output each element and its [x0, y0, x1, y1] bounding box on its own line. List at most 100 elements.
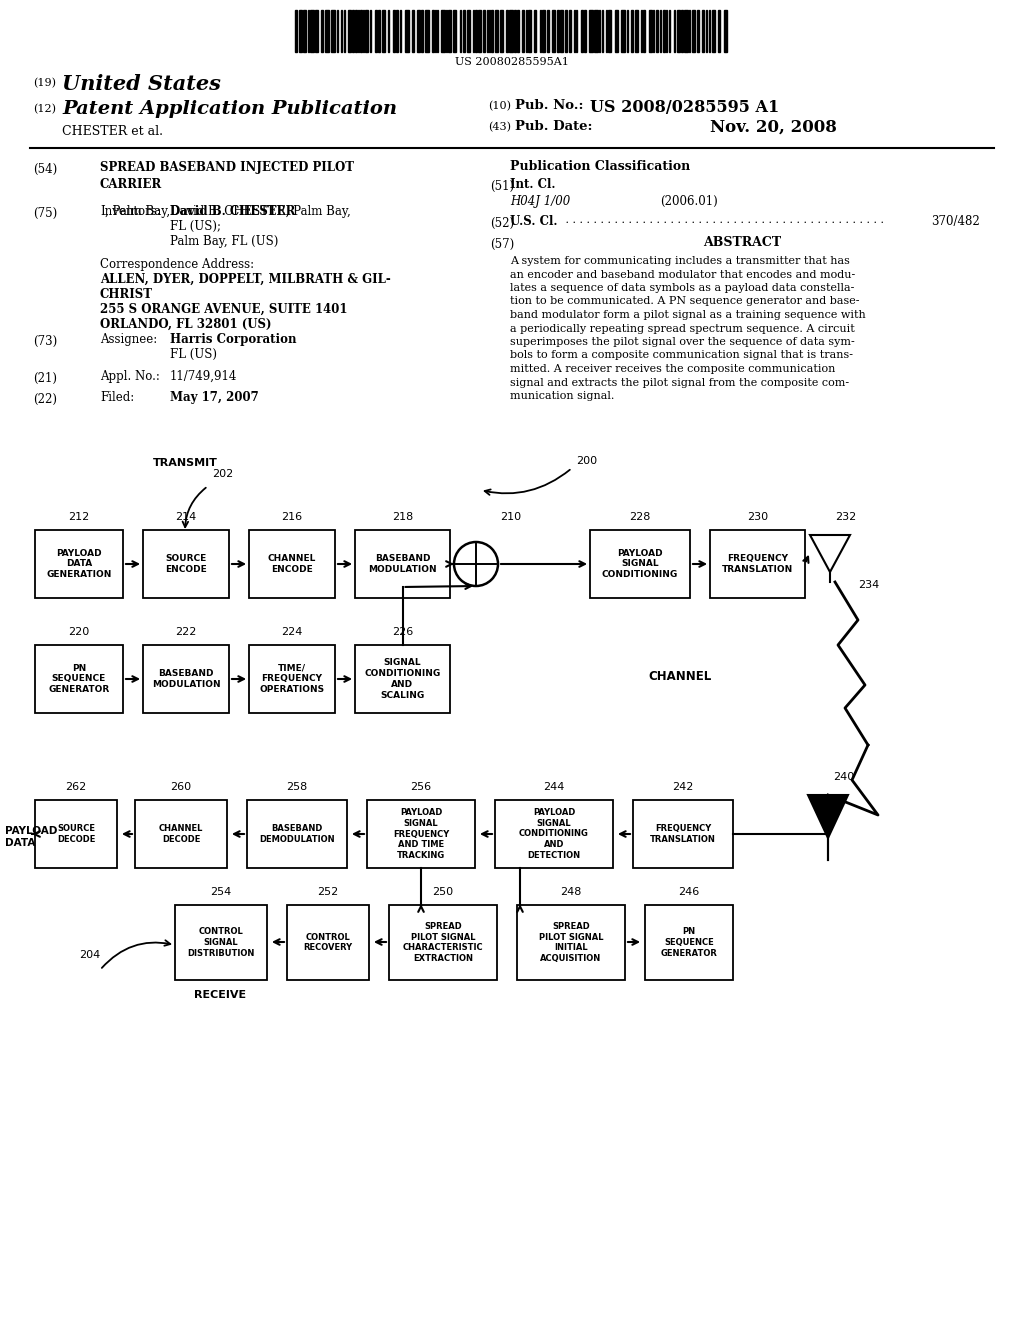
- Bar: [478, 11, 481, 51]
- FancyBboxPatch shape: [710, 531, 805, 598]
- Text: (75): (75): [33, 207, 57, 220]
- Text: 230: 230: [746, 512, 768, 521]
- Text: PAYLOAD: PAYLOAD: [5, 826, 57, 836]
- Bar: [325, 11, 329, 51]
- Bar: [331, 11, 335, 51]
- Text: FL (US): FL (US): [170, 348, 217, 360]
- Text: ORLANDO, FL 32801 (US): ORLANDO, FL 32801 (US): [100, 318, 271, 331]
- Text: 370/482: 370/482: [931, 215, 980, 228]
- Text: Palm Bay, FL (US): Palm Bay, FL (US): [170, 235, 279, 248]
- Text: PN
SEQUENCE
GENERATOR: PN SEQUENCE GENERATOR: [660, 927, 718, 958]
- Bar: [552, 11, 555, 51]
- Text: Assignee:: Assignee:: [100, 333, 158, 346]
- Text: FL (US);: FL (US);: [170, 220, 224, 234]
- Text: CARRIER: CARRIER: [100, 178, 162, 191]
- Bar: [560, 11, 563, 51]
- Text: 200: 200: [575, 455, 597, 466]
- FancyBboxPatch shape: [633, 800, 733, 869]
- Text: (21): (21): [33, 372, 57, 385]
- Bar: [352, 11, 354, 51]
- Text: lates a sequence of data symbols as a payload data constella-: lates a sequence of data symbols as a pa…: [510, 282, 854, 293]
- Bar: [315, 11, 318, 51]
- Text: SIGNAL
CONDITIONING
AND
SCALING: SIGNAL CONDITIONING AND SCALING: [365, 659, 440, 700]
- Text: (2006.01): (2006.01): [660, 195, 718, 209]
- Text: 212: 212: [69, 512, 90, 521]
- Bar: [557, 11, 559, 51]
- FancyBboxPatch shape: [287, 906, 369, 979]
- Text: Inventors:: Inventors:: [100, 205, 161, 218]
- Bar: [692, 11, 695, 51]
- Text: munication signal.: munication signal.: [510, 391, 614, 401]
- Text: FREQUENCY
TRANSLATION: FREQUENCY TRANSLATION: [650, 824, 716, 843]
- FancyBboxPatch shape: [367, 800, 475, 869]
- Text: 204: 204: [79, 950, 100, 960]
- Text: SPREAD BASEBAND INJECTED PILOT: SPREAD BASEBAND INJECTED PILOT: [100, 161, 354, 174]
- FancyBboxPatch shape: [645, 906, 733, 979]
- Text: Appl. No.:: Appl. No.:: [100, 370, 160, 383]
- Bar: [697, 11, 699, 51]
- Text: 218: 218: [392, 512, 413, 521]
- Bar: [355, 11, 357, 51]
- Bar: [393, 11, 395, 51]
- Text: United States: United States: [62, 74, 221, 94]
- Bar: [643, 11, 645, 51]
- FancyBboxPatch shape: [355, 645, 450, 713]
- Bar: [432, 11, 434, 51]
- Bar: [565, 11, 567, 51]
- FancyBboxPatch shape: [389, 906, 497, 979]
- Bar: [382, 11, 385, 51]
- Bar: [500, 11, 503, 51]
- Bar: [702, 11, 705, 51]
- Bar: [321, 11, 323, 51]
- Text: (12): (12): [33, 104, 56, 115]
- Text: CHANNEL
ENCODE: CHANNEL ENCODE: [268, 554, 316, 574]
- Bar: [406, 11, 409, 51]
- Text: 232: 232: [835, 512, 856, 521]
- Text: Pub. No.:: Pub. No.:: [515, 99, 584, 112]
- Text: Pub. Date:: Pub. Date:: [515, 120, 593, 133]
- Bar: [412, 11, 414, 51]
- FancyBboxPatch shape: [517, 906, 625, 979]
- Text: 248: 248: [560, 887, 582, 898]
- Text: PAYLOAD
DATA
GENERATION: PAYLOAD DATA GENERATION: [46, 549, 112, 579]
- Bar: [649, 11, 652, 51]
- Text: (19): (19): [33, 78, 56, 88]
- FancyBboxPatch shape: [35, 531, 123, 598]
- Text: PAYLOAD
SIGNAL
CONDITIONING: PAYLOAD SIGNAL CONDITIONING: [602, 549, 678, 579]
- Text: 258: 258: [287, 781, 307, 792]
- Text: TRANSMIT: TRANSMIT: [153, 458, 217, 469]
- Bar: [528, 11, 531, 51]
- Text: Nov. 20, 2008: Nov. 20, 2008: [710, 119, 837, 136]
- Text: signal and extracts the pilot signal from the composite com-: signal and extracts the pilot signal fro…: [510, 378, 849, 388]
- Text: 246: 246: [678, 887, 699, 898]
- Text: ALLEN, DYER, DOPPELT, MILBRATH & GIL-: ALLEN, DYER, DOPPELT, MILBRATH & GIL-: [100, 273, 391, 286]
- Text: US 2008/0285595 A1: US 2008/0285595 A1: [590, 99, 779, 116]
- Bar: [631, 11, 633, 51]
- Text: 242: 242: [673, 781, 693, 792]
- Text: May 17, 2007: May 17, 2007: [170, 391, 259, 404]
- Text: (73): (73): [33, 335, 57, 348]
- Text: 254: 254: [210, 887, 231, 898]
- Bar: [360, 11, 362, 51]
- Text: BASEBAND
MODULATION: BASEBAND MODULATION: [369, 554, 437, 574]
- Bar: [295, 11, 297, 51]
- Text: U.S. Cl.: U.S. Cl.: [510, 215, 557, 228]
- Text: (54): (54): [33, 162, 57, 176]
- Bar: [348, 11, 351, 51]
- Bar: [635, 11, 638, 51]
- Text: CHRIST: CHRIST: [100, 288, 153, 301]
- Text: a periodically repeating spread spectrum sequence. A circuit: a periodically repeating spread spectrum…: [510, 323, 855, 334]
- Text: tion to be communicated. A PN sequence generator and base-: tion to be communicated. A PN sequence g…: [510, 297, 859, 306]
- Text: Int. Cl.: Int. Cl.: [510, 178, 555, 191]
- Text: superimposes the pilot signal over the sequence of data sym-: superimposes the pilot signal over the s…: [510, 337, 855, 347]
- Text: (52): (52): [490, 216, 514, 230]
- Text: 226: 226: [392, 627, 413, 638]
- Text: 11/749,914: 11/749,914: [170, 370, 238, 383]
- Text: 240: 240: [833, 772, 854, 781]
- FancyBboxPatch shape: [247, 800, 347, 869]
- Text: an encoder and baseband modulator that encodes and modu-: an encoder and baseband modulator that e…: [510, 269, 855, 280]
- Bar: [421, 11, 423, 51]
- FancyBboxPatch shape: [495, 800, 613, 869]
- Bar: [375, 11, 377, 51]
- Bar: [365, 11, 368, 51]
